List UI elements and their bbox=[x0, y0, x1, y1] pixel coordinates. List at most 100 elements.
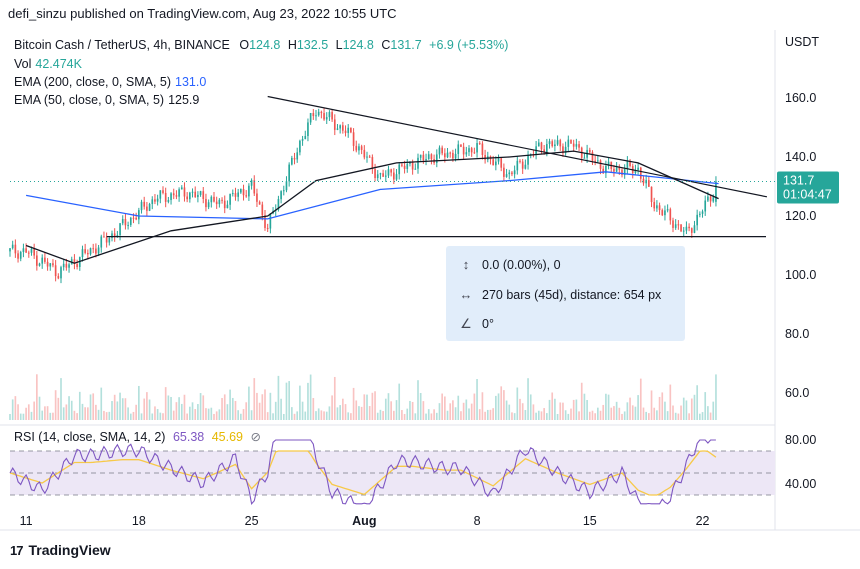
candle-body bbox=[470, 148, 473, 153]
volume-bar bbox=[129, 413, 132, 420]
candle-body bbox=[121, 219, 124, 224]
volume-bar bbox=[508, 404, 511, 420]
symbol-legend[interactable]: Bitcoin Cash / TetherUS, 4h, BINANCE O12… bbox=[14, 38, 508, 52]
candle-body bbox=[376, 174, 379, 179]
volume-bar bbox=[648, 413, 650, 420]
candle-body bbox=[607, 161, 610, 166]
candle-body bbox=[457, 144, 460, 154]
volume-bar bbox=[473, 393, 476, 420]
candle-body bbox=[57, 276, 60, 279]
volume-bar bbox=[309, 374, 312, 420]
volume-bar bbox=[607, 394, 610, 420]
candle-body bbox=[156, 198, 159, 202]
hide-eye-icon[interactable]: ⊘ bbox=[250, 430, 261, 444]
volume-bar bbox=[685, 400, 688, 420]
volume-bar bbox=[164, 387, 167, 420]
volume-bar bbox=[237, 410, 239, 420]
price-tick: 140.0 bbox=[785, 150, 816, 164]
volume-bar bbox=[218, 409, 221, 420]
volume-bar bbox=[382, 411, 384, 420]
rsi-line bbox=[9, 439, 716, 505]
candle-body bbox=[648, 180, 650, 187]
volume-bar bbox=[486, 409, 489, 420]
candle-body bbox=[438, 147, 441, 155]
candle-body bbox=[390, 169, 392, 173]
candle-body bbox=[368, 156, 371, 158]
volume-bar bbox=[84, 407, 86, 420]
volume-bar bbox=[597, 407, 599, 420]
candle-body bbox=[170, 193, 172, 201]
volume-bar bbox=[52, 412, 54, 420]
ema200-legend[interactable]: EMA (200, close, 0, SMA, 5) 131.0 bbox=[14, 75, 206, 89]
candle-body bbox=[414, 168, 417, 170]
volume-bar bbox=[398, 383, 401, 420]
time-tick: 18 bbox=[132, 514, 146, 528]
price-tick: 60.0 bbox=[785, 386, 809, 400]
volume-bar bbox=[460, 411, 462, 420]
volume-bar bbox=[594, 413, 596, 420]
candle-body bbox=[320, 111, 323, 114]
volume-bar bbox=[27, 404, 30, 420]
volume-bar bbox=[103, 410, 105, 420]
candle-body bbox=[422, 154, 425, 161]
measure-angle: 0° bbox=[482, 317, 494, 331]
volume-bar bbox=[645, 411, 647, 420]
volume-bar bbox=[570, 408, 572, 420]
candle-body bbox=[309, 113, 312, 123]
volume-bar bbox=[113, 394, 116, 420]
volume-bars bbox=[9, 374, 717, 420]
candle-body bbox=[14, 244, 17, 254]
volume-bar bbox=[433, 409, 435, 420]
candle-body bbox=[661, 210, 664, 216]
volume-bar bbox=[524, 410, 527, 420]
candle-body bbox=[567, 139, 570, 147]
candle-body bbox=[588, 149, 591, 153]
candle-body bbox=[291, 157, 293, 165]
volume-bar bbox=[178, 397, 180, 420]
candle-body bbox=[333, 119, 336, 130]
ema50-legend[interactable]: EMA (50, close, 0, SMA, 5) 125.9 bbox=[14, 93, 199, 107]
volume-bar bbox=[513, 413, 516, 420]
volume-bar bbox=[68, 396, 70, 420]
volume-bar bbox=[366, 394, 368, 420]
candle-body bbox=[537, 142, 540, 147]
volume-bar bbox=[264, 389, 266, 420]
candle-body bbox=[100, 236, 103, 248]
footer-brand[interactable]: 17 TradingView bbox=[10, 542, 111, 558]
candle-body bbox=[639, 167, 642, 179]
volume-bar bbox=[540, 411, 543, 420]
candle-body bbox=[256, 193, 258, 202]
candle-body bbox=[570, 139, 572, 144]
candle-body bbox=[551, 141, 554, 147]
volume-legend[interactable]: Vol 42.474K bbox=[14, 57, 82, 71]
candle-body bbox=[519, 160, 521, 162]
volume-bar bbox=[403, 413, 406, 420]
candle-body bbox=[454, 153, 457, 159]
volume-bar bbox=[709, 412, 712, 420]
candle-body bbox=[350, 127, 352, 133]
candle-body bbox=[548, 141, 551, 145]
candle-body bbox=[511, 172, 513, 175]
volume-bar bbox=[535, 412, 537, 420]
volume-bar bbox=[256, 392, 258, 420]
volume-bar bbox=[62, 407, 65, 420]
candle-body bbox=[248, 185, 250, 197]
candle-body bbox=[460, 144, 462, 147]
volume-bar bbox=[481, 392, 484, 420]
volume-bar bbox=[591, 410, 594, 420]
volume-bar bbox=[320, 410, 323, 420]
price-tick: 120.0 bbox=[785, 209, 816, 223]
ema50-value: 125.9 bbox=[168, 93, 200, 107]
volume-bar bbox=[350, 413, 352, 420]
volume-bar bbox=[495, 395, 497, 420]
candle-body bbox=[360, 146, 363, 150]
rsi-legend[interactable]: RSI (14, close, SMA, 14, 2) 65.38 45.69 … bbox=[14, 429, 261, 444]
candle-body bbox=[328, 112, 331, 118]
ema200-value: 131.0 bbox=[175, 75, 207, 89]
volume-bar bbox=[556, 413, 559, 420]
candle-body bbox=[172, 193, 175, 196]
symbol-name: Bitcoin Cash / TetherUS, 4h, BINANCE bbox=[14, 38, 230, 52]
open-value: 124.8 bbox=[249, 38, 281, 52]
volume-bar bbox=[699, 413, 701, 420]
